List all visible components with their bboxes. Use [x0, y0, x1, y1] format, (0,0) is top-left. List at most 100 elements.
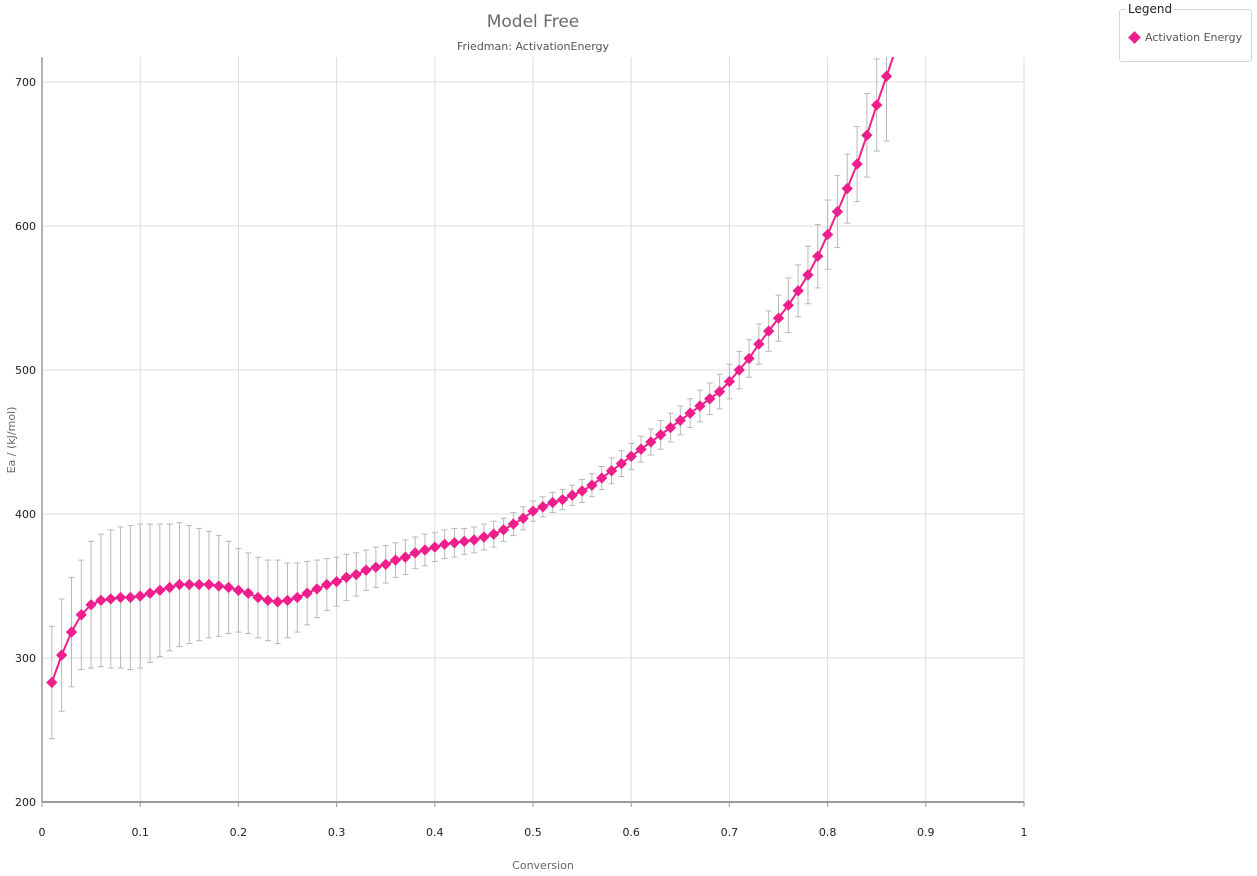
x-tick-label: 0.1: [131, 826, 149, 839]
data-point: [556, 493, 569, 506]
x-tick-label: 0.8: [819, 826, 837, 839]
data-point: [65, 626, 78, 638]
data-point: [46, 676, 58, 689]
legend-box: Legend Activation Energy: [1119, 2, 1252, 62]
data-point: [232, 584, 245, 596]
data-point: [438, 538, 451, 550]
x-tick-label: 0.7: [721, 826, 739, 839]
data-point: [851, 158, 863, 170]
data-point: [488, 528, 500, 540]
data-point: [409, 547, 421, 559]
data-point: [782, 299, 794, 311]
data-point: [311, 583, 323, 595]
data-point: [517, 512, 529, 524]
data-point: [527, 505, 539, 517]
data-point: [812, 250, 824, 262]
legend-item-label: Activation Energy: [1145, 31, 1243, 44]
data-point: [880, 70, 893, 82]
data-point: [291, 591, 303, 604]
y-tick-label: 500: [15, 364, 36, 377]
data-point: [389, 554, 402, 566]
x-axis-label: Conversion: [512, 859, 574, 872]
data-point: [645, 436, 657, 448]
data-point: [674, 414, 686, 427]
data-point: [566, 489, 578, 501]
x-tick-label: 0.4: [426, 826, 444, 839]
chart-title: Model Free: [486, 12, 580, 32]
x-tick-label: 0.2: [230, 826, 248, 839]
data-point: [615, 457, 628, 470]
data-point: [272, 596, 284, 608]
data-point: [252, 591, 264, 604]
data-point: [478, 531, 490, 543]
data-point: [95, 594, 107, 607]
data-point: [448, 537, 461, 549]
x-tick-label: 1: [1021, 826, 1028, 839]
y-tick-label: 200: [15, 796, 36, 809]
chart-subtitle: Friedman: ActivationEnergy: [456, 40, 610, 53]
data-point: [370, 561, 382, 573]
x-tick-label: 0.9: [917, 826, 935, 839]
error-bars: [48, 57, 890, 740]
data-point: [821, 228, 834, 241]
data-point: [222, 581, 235, 594]
data-point: [380, 558, 392, 571]
data-point: [537, 501, 549, 513]
x-tick-label: 0.3: [328, 826, 346, 839]
data-point: [713, 385, 726, 398]
data-point: [831, 205, 844, 218]
tick-labels: 0 0.1 0.2 0.3 0.4 0.5 0.6 0.7 0.8 0.9 1 200 300 400 50…: [15, 76, 1028, 839]
data-point: [733, 364, 745, 376]
data-point: [321, 578, 333, 591]
data-point: [763, 325, 775, 337]
data-point: [546, 496, 559, 509]
data-point: [399, 551, 411, 563]
data-point: [154, 584, 166, 596]
data-point: [704, 393, 716, 405]
data-point: [242, 587, 254, 599]
data-point: [753, 338, 765, 350]
y-tick-label: 600: [15, 220, 36, 233]
data-point: [173, 578, 186, 591]
data-point: [164, 581, 176, 594]
y-tick-label: 400: [15, 508, 36, 521]
x-tick-label: 0.5: [524, 826, 542, 839]
data-point: [360, 564, 372, 576]
data-point: [743, 352, 755, 365]
data-point: [301, 587, 313, 599]
data-point: [193, 578, 205, 591]
data-point: [144, 587, 156, 599]
x-tick-label: 0.6: [622, 826, 640, 839]
data-point: [576, 485, 588, 497]
data-point: [841, 182, 853, 195]
data-point: [723, 375, 736, 388]
data-point: [507, 518, 520, 530]
data-point: [281, 594, 294, 607]
data-point: [429, 541, 441, 553]
data-point: [350, 568, 362, 581]
data-point: [203, 578, 215, 591]
data-point: [625, 450, 637, 463]
y-tick-label: 300: [15, 652, 36, 665]
data-point: [262, 594, 274, 607]
data-point: [655, 429, 667, 441]
data-point: [861, 129, 873, 141]
data-point: [114, 591, 127, 604]
data-point: [124, 591, 137, 604]
data-point: [330, 576, 343, 588]
data-point: [134, 590, 146, 602]
x-tick-label: 0: [39, 826, 46, 839]
legend-item-activation-energy[interactable]: Activation Energy: [1126, 31, 1242, 44]
legend-title: Legend: [1126, 2, 1175, 16]
axes: [41, 57, 1025, 807]
data-point: [419, 544, 431, 556]
data-point: [792, 285, 804, 297]
y-axis-label: Ea / (kJ/mol): [5, 407, 18, 474]
data-point: [772, 312, 785, 324]
data-point: [468, 534, 480, 546]
data-point: [802, 269, 814, 281]
data-point: [684, 407, 696, 419]
data-point: [694, 400, 706, 412]
data-point: [105, 593, 117, 605]
